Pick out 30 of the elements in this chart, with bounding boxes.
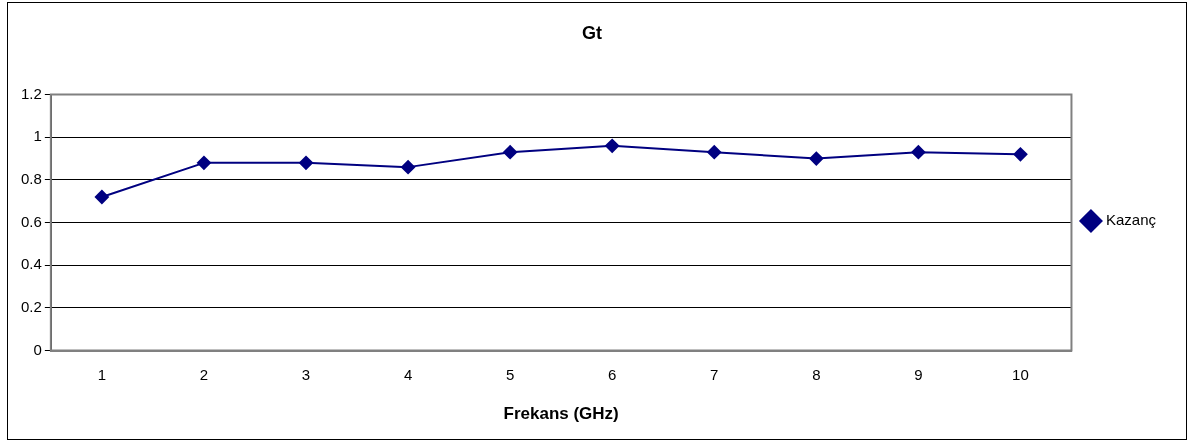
x-tick-label: 6 [608, 365, 617, 383]
x-tick-label: 7 [710, 365, 719, 383]
chart-title: Gt [582, 22, 602, 43]
point [809, 151, 824, 166]
legend-label: Kazanç [1105, 211, 1157, 229]
x-axis-title: Frekans (GHz) [503, 404, 619, 424]
point [401, 160, 416, 175]
point [707, 145, 722, 160]
x-tick-label: 10 [1012, 365, 1029, 383]
point [503, 145, 518, 160]
point [299, 155, 314, 170]
y-tick-label: 0.2 [20, 298, 42, 316]
point [94, 190, 109, 204]
x-tick-label: 3 [301, 365, 311, 383]
x-tick-label: 4 [403, 365, 413, 383]
y-tick-label: 0.8 [20, 170, 42, 188]
y-tick-label: 0.4 [20, 255, 42, 273]
x-tick-label: 1 [97, 365, 107, 383]
point [1013, 147, 1028, 162]
x-tick-label: 2 [199, 365, 209, 383]
y-tick-label: 1 [33, 127, 42, 145]
point [196, 155, 211, 170]
x-tick-label: 5 [505, 365, 515, 383]
x-tick-label: 9 [914, 365, 923, 383]
point [605, 138, 620, 153]
x-tick-label: 8 [812, 365, 821, 383]
y-tick-label: 0 [33, 340, 42, 358]
point [911, 145, 926, 160]
y-tick-label: 1.2 [20, 84, 42, 102]
y-tick-label: 0.6 [20, 212, 42, 230]
